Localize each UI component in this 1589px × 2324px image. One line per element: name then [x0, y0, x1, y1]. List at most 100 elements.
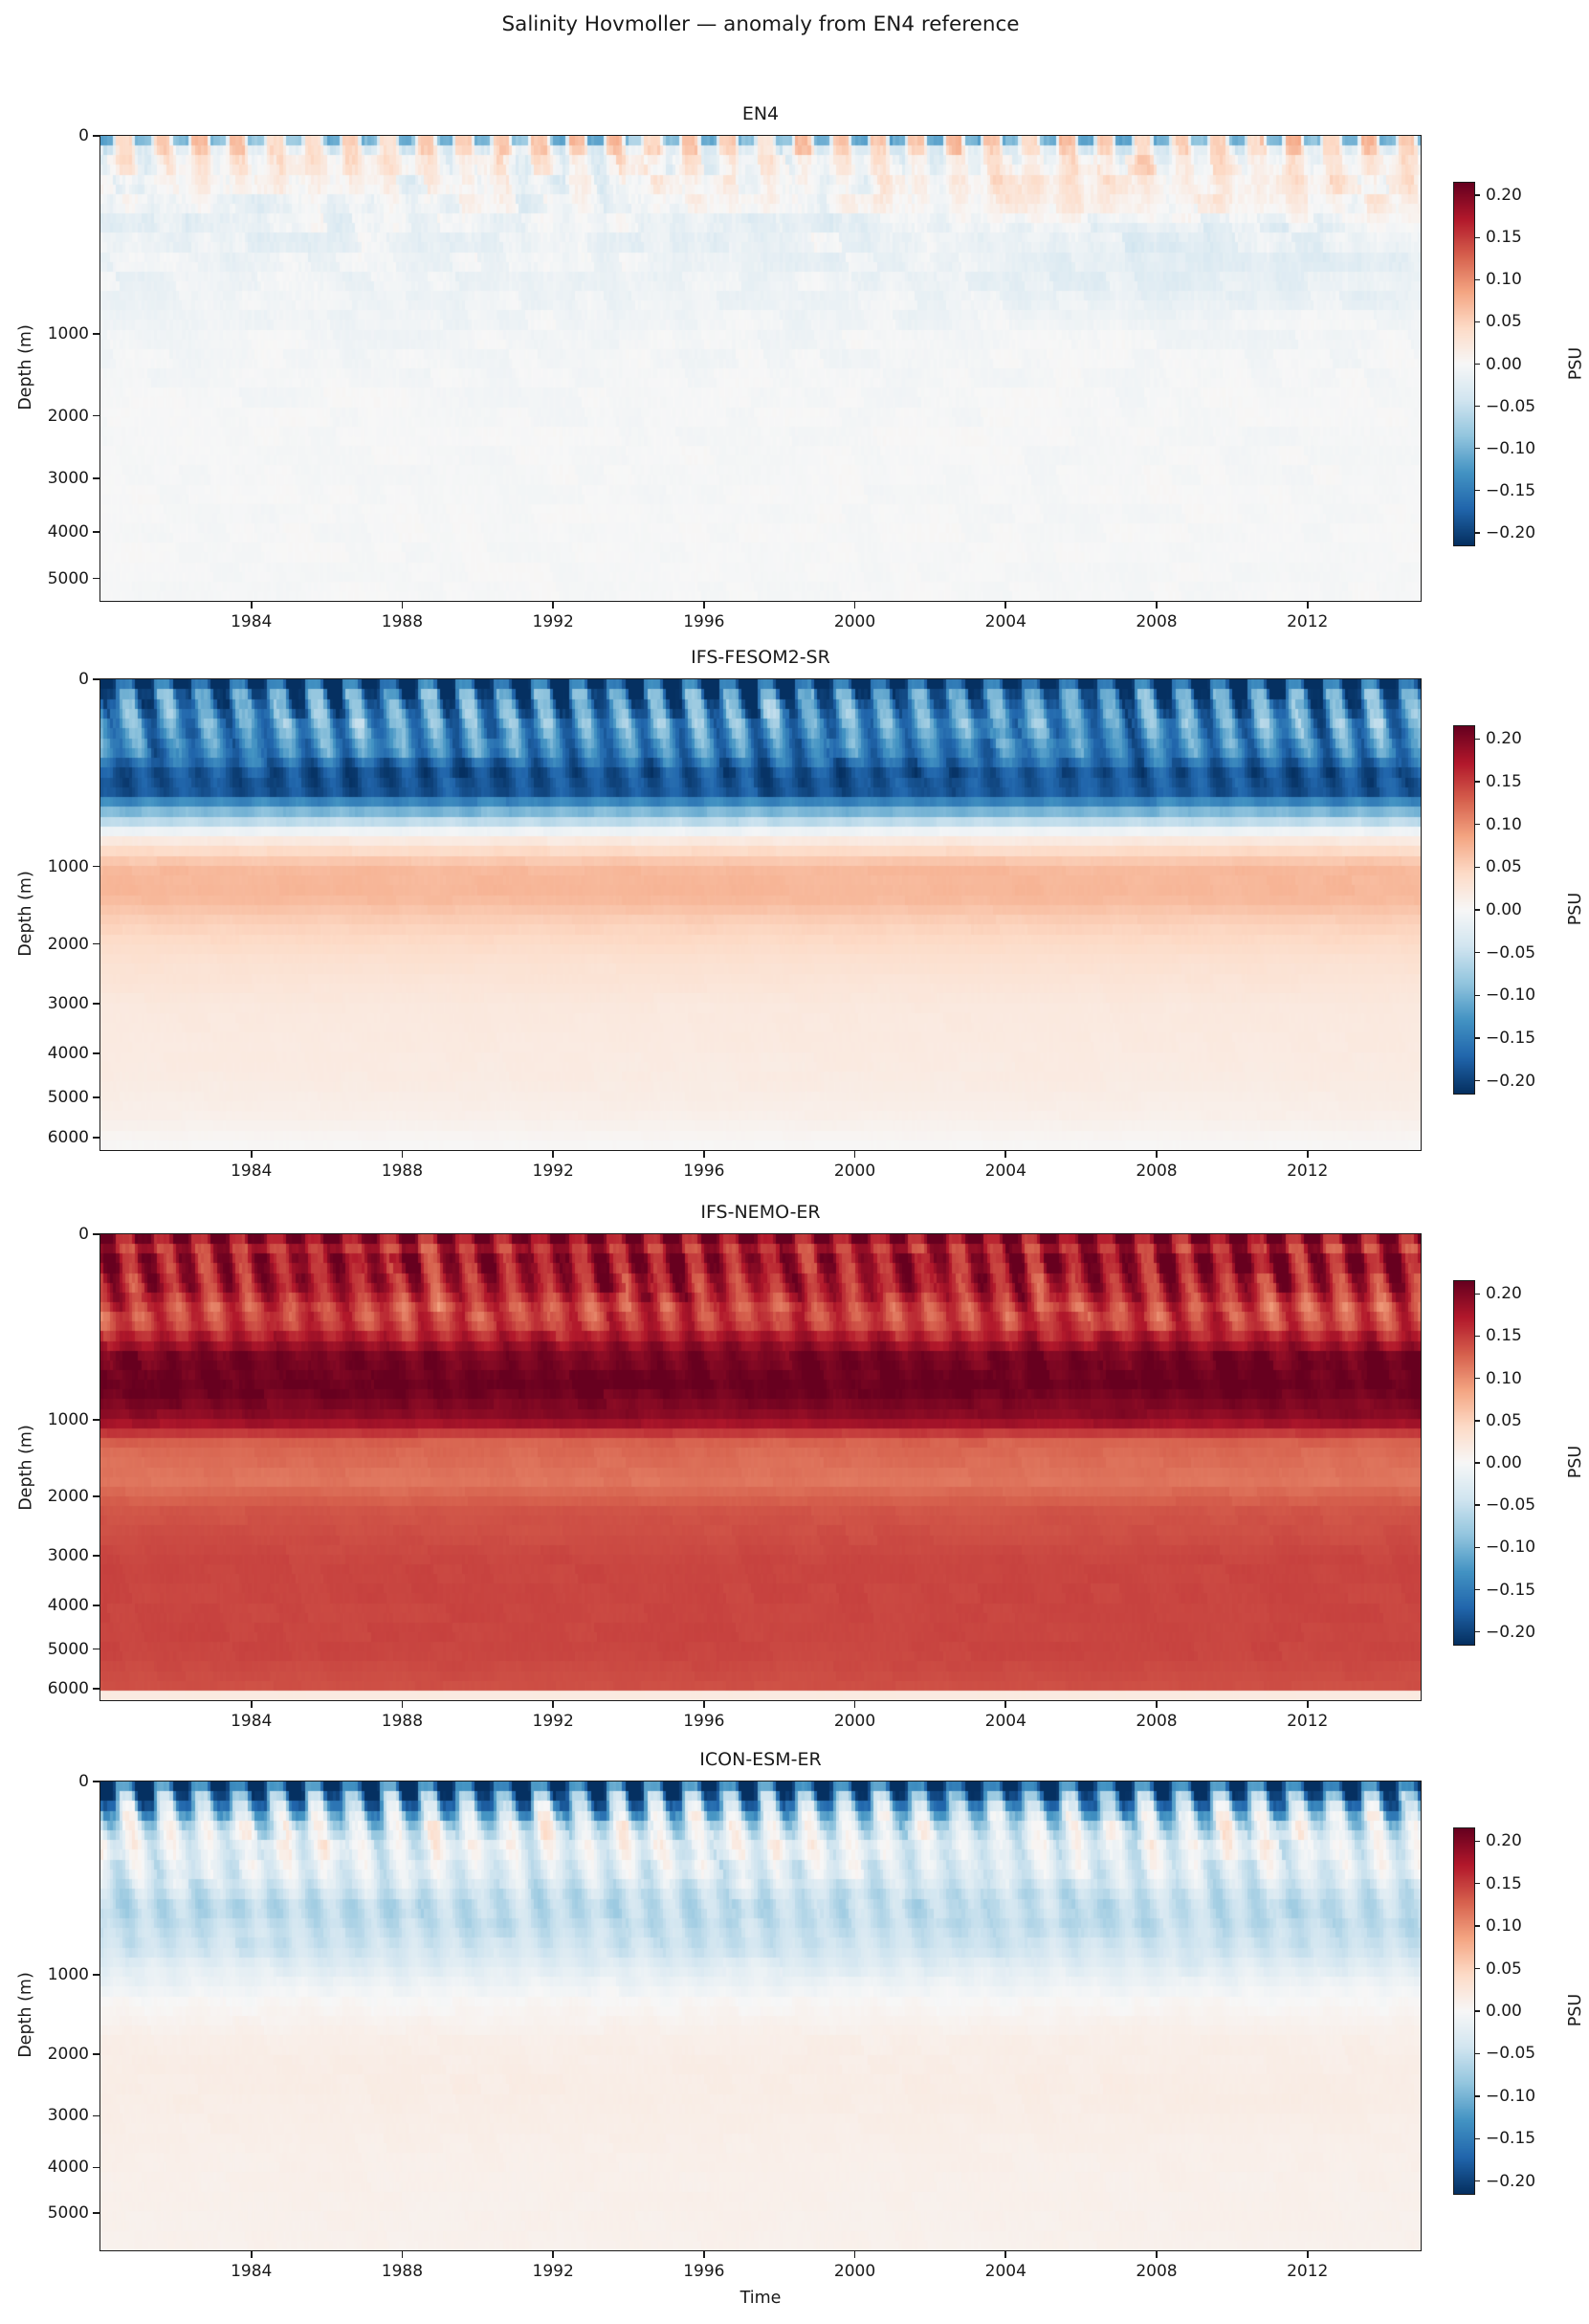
y-tick [93, 414, 100, 417]
colorbar-tick [1474, 781, 1480, 783]
panel-title-ifs-nemo-er: IFS-NEMO-ER [700, 1202, 821, 1223]
colorbar-tick-label: 0.20 [1486, 186, 1522, 206]
colorbar-tick [1474, 1079, 1480, 1082]
colorbar-tick-label: −0.10 [1486, 438, 1536, 458]
colorbar-tick-label: 0.15 [1486, 772, 1522, 792]
y-tick-label: 5000 [47, 1088, 89, 1108]
y-tick [93, 2212, 100, 2214]
x-tick [552, 1700, 554, 1708]
colorbar-tick-label: −0.05 [1486, 942, 1536, 963]
x-tick [853, 1150, 856, 1158]
colorbar-tick [1474, 447, 1480, 450]
x-tick [1156, 601, 1158, 609]
y-tick-label: 1000 [47, 323, 89, 343]
y-tick [93, 1554, 100, 1557]
y-tick-label: 0 [78, 670, 89, 689]
x-tick-label: 2008 [1136, 1162, 1178, 1181]
x-tick [250, 1150, 253, 1158]
colorbar-tick [1474, 866, 1480, 869]
x-tick [401, 2250, 404, 2258]
colorbar-tick [1474, 363, 1480, 365]
colorbar-tick [1474, 194, 1480, 196]
x-tick [703, 1700, 705, 1708]
x-tick [853, 601, 856, 609]
x-tick [552, 2250, 554, 2258]
y-tick [93, 1781, 100, 1782]
heatmap-icon-esm-er [100, 1782, 1421, 2250]
colorbar-label-icon-esm-er: PSU [1566, 1993, 1585, 2027]
colorbar-tick [1474, 909, 1480, 911]
colorbar-tick [1474, 2095, 1480, 2097]
y-tick [93, 942, 100, 945]
colorbar-tick [1474, 1462, 1480, 1464]
colorbar-tick-label: −0.20 [1486, 1622, 1536, 1642]
colorbar-tick-label: 0.20 [1486, 729, 1522, 749]
colorbar-tick-label: 0.10 [1486, 270, 1522, 290]
colorbar-label-ifs-nemo-er: PSU [1566, 1445, 1585, 1479]
x-tick [1004, 2250, 1007, 2258]
x-tick-label: 2008 [1136, 2262, 1178, 2281]
panel-title-icon-esm-er: ICON-ESM-ER [699, 1749, 822, 1770]
ylabel-ifs-fesom2-sr: Depth (m) [16, 871, 35, 957]
colorbar-tick-label: 0.10 [1486, 814, 1522, 834]
y-tick-label: 4000 [47, 2158, 89, 2178]
colorbar-tick [1474, 405, 1480, 408]
heatmap-ifs-fesom2-sr [100, 679, 1421, 1150]
y-tick-label: 5000 [47, 2203, 89, 2224]
x-tick [1004, 601, 1007, 609]
colorbar-tick [1474, 1037, 1480, 1039]
x-tick [703, 601, 705, 609]
y-tick [93, 1419, 100, 1421]
y-tick [93, 2114, 100, 2117]
x-tick-label: 1996 [683, 612, 725, 631]
colorbar-tick [1474, 321, 1480, 323]
colorbar-tick [1474, 1925, 1480, 1927]
colorbar-tick [1474, 823, 1480, 826]
x-tick-label: 2012 [1287, 1162, 1329, 1181]
y-tick [93, 1233, 100, 1235]
x-tick [250, 2250, 253, 2258]
colorbar-tick-label: 0.05 [1486, 1410, 1522, 1430]
colorbar-tick-label: 0.20 [1486, 1284, 1522, 1304]
x-tick [401, 1150, 404, 1158]
colorbar-ifs-nemo-er [1454, 1281, 1474, 1645]
x-tick-label: 1984 [231, 2262, 273, 2281]
colorbar-tick-label: 0.00 [1486, 2002, 1522, 2021]
colorbar-tick-label: 0.05 [1486, 1959, 1522, 1979]
y-tick-label: 6000 [47, 1678, 89, 1698]
x-tick-label: 2000 [833, 2262, 876, 2281]
y-tick-label: 0 [78, 1772, 89, 1791]
ylabel-icon-esm-er: Depth (m) [16, 1972, 35, 2058]
colorbar-tick-label: −0.20 [1486, 2171, 1536, 2191]
x-tick [1004, 1700, 1007, 1708]
x-tick [1306, 601, 1309, 609]
colorbar-label-en4: PSU [1566, 346, 1585, 380]
x-tick-label: 2012 [1287, 2262, 1329, 2281]
y-tick-label: 3000 [47, 469, 89, 489]
x-tick [552, 1150, 554, 1158]
colorbar-label-ifs-fesom2-sr: PSU [1566, 892, 1585, 926]
x-tick-label: 1992 [532, 612, 574, 631]
x-tick [250, 601, 253, 609]
colorbar-tick-label: 0.00 [1486, 900, 1522, 919]
colorbar-tick [1474, 1546, 1480, 1549]
y-tick-label: 5000 [47, 1639, 89, 1659]
y-tick-label: 3000 [47, 993, 89, 1013]
x-tick [250, 1700, 253, 1708]
y-tick [93, 1002, 100, 1005]
y-tick [93, 1495, 100, 1497]
y-tick-label: 1000 [47, 856, 89, 876]
colorbar-icon-esm-er [1454, 1828, 1474, 2194]
y-tick-label: 3000 [47, 2106, 89, 2126]
x-tick [853, 2250, 856, 2258]
y-tick [93, 530, 100, 533]
colorbar-tick-label: 0.05 [1486, 312, 1522, 332]
x-tick [401, 1700, 404, 1708]
y-tick [93, 678, 100, 680]
colorbar-tick-label: −0.20 [1486, 522, 1536, 542]
y-tick [93, 1688, 100, 1690]
y-tick [93, 333, 100, 335]
x-tick-label: 2012 [1287, 1712, 1329, 1731]
x-tick-label: 1988 [381, 1162, 424, 1181]
